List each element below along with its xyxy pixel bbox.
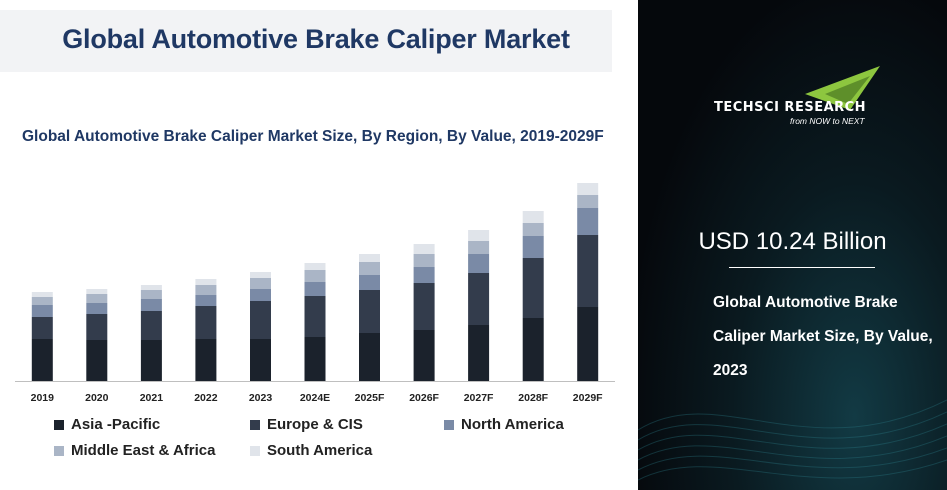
chart-area: Global Automotive Brake Caliper Market G… [0, 10, 615, 474]
bar-segment [31, 305, 53, 317]
summary-panel: TECHSCI RESEARCH from NOW to NEXT USD 10… [638, 0, 947, 490]
bar-segment [250, 278, 271, 289]
legend-swatch [444, 419, 454, 430]
bar-segment [577, 195, 599, 208]
logo-tagline: from NOW to NEXT [790, 116, 865, 126]
bar-segment [250, 272, 271, 278]
wave-background [638, 399, 947, 481]
bar-segment [522, 236, 544, 258]
title-band [0, 10, 612, 72]
bar-segment [140, 311, 162, 340]
bar-segment [31, 297, 53, 305]
value-underline [729, 267, 875, 268]
legend-label: North America [461, 416, 564, 433]
x-tick-label: 2021 [140, 392, 164, 404]
bar-segment [413, 283, 435, 330]
bar-segment [86, 303, 108, 314]
bar-segment [522, 258, 544, 318]
bar-segment [304, 282, 326, 296]
legend-item: Asia -Pacific [54, 416, 160, 433]
bar-segment [413, 244, 435, 254]
legend-item: Middle East & Africa [54, 442, 215, 459]
bar-segment [413, 254, 435, 267]
bar-segment [304, 296, 326, 337]
bar-segment [468, 325, 490, 381]
bar-segment [31, 292, 53, 297]
legend-swatch [250, 445, 260, 456]
bar-segment [359, 262, 380, 275]
x-tick-label: 2029F [573, 392, 603, 404]
bar-segment [522, 318, 544, 381]
bar-segment [86, 289, 108, 294]
bar-segment [140, 285, 162, 290]
bar-segment [577, 235, 599, 307]
bar-segment [195, 295, 217, 306]
x-tick-label: 2020 [85, 392, 109, 404]
legend-item: Europe & CIS [250, 416, 363, 433]
bar-segment [250, 339, 271, 381]
bar-segment [31, 339, 53, 381]
bar-segment [250, 289, 271, 301]
legend-item: North America [444, 416, 564, 433]
legend-label: Middle East & Africa [71, 442, 216, 459]
bar-segment [304, 337, 326, 381]
x-tick-label: 2019 [31, 392, 55, 404]
page-title: Global Automotive Brake Caliper Market [62, 24, 570, 54]
bar-segment [468, 273, 490, 325]
market-value-description: Global Automotive Brake Caliper Market S… [713, 294, 933, 379]
legend-label: South America [267, 442, 373, 459]
bar-segment [577, 183, 599, 195]
bar-segment [468, 241, 490, 254]
bar-segment [577, 208, 599, 235]
legend-label: Asia -Pacific [71, 416, 161, 433]
bar-segment [195, 279, 217, 285]
bar-segment [250, 301, 271, 339]
legend-swatch [54, 419, 64, 430]
legend-label: Europe & CIS [267, 416, 363, 433]
bar-segment [413, 267, 435, 283]
market-value: USD 10.24 Billion [698, 228, 887, 255]
bar-segment [195, 339, 217, 381]
chart-title: Global Automotive Brake Caliper Market S… [22, 128, 604, 145]
bar-segment [140, 340, 162, 381]
bar-segment [577, 307, 599, 381]
bar-segment [31, 317, 53, 339]
bar-segment [359, 275, 380, 290]
x-tick-label: 2027F [464, 392, 494, 404]
bar-segment [522, 211, 544, 223]
x-tick-label: 2024E [300, 392, 330, 404]
bar-segment [140, 299, 162, 311]
bar-segment [86, 340, 108, 381]
techsci-logo-icon [805, 66, 880, 110]
bar-segment [359, 290, 380, 333]
legend-swatch [250, 419, 260, 430]
x-tick-label: 2025F [355, 392, 385, 404]
bar-segment [86, 294, 108, 303]
legend-swatch [54, 445, 64, 456]
stacked-bar-chart: 2019 2020 2021 2022 2023 2024E 2025F 2026F 2027F… [15, 183, 615, 404]
x-tick-label: 2022 [194, 392, 218, 404]
chart-legend: Asia -Pacific Europe & CIS North America Mi… [54, 414, 614, 474]
bar-segment [86, 314, 108, 340]
bar-segment [359, 333, 380, 381]
bar-segment [522, 223, 544, 236]
bar-segment [468, 254, 490, 273]
x-tick-label: 2028F [518, 392, 548, 404]
bar-segment [304, 263, 326, 270]
bar-segment [304, 270, 326, 282]
logo-text: TECHSCI RESEARCH [714, 100, 867, 115]
legend-item: South America [250, 442, 372, 459]
bar-segment [359, 254, 380, 262]
bar-segment [468, 230, 490, 241]
bar-segment [140, 290, 162, 299]
bar-segment [195, 285, 217, 295]
x-tick-label: 2026F [409, 392, 439, 404]
bar-segment [195, 306, 217, 339]
x-tick-label: 2023 [249, 392, 273, 404]
bar-segment [413, 330, 435, 381]
